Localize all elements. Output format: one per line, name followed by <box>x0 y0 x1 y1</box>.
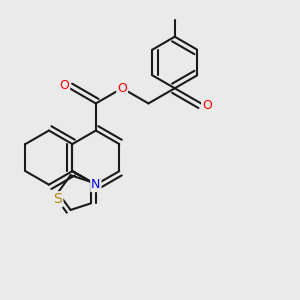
Text: O: O <box>59 79 69 92</box>
Text: O: O <box>202 99 212 112</box>
Text: S: S <box>54 192 62 206</box>
Text: O: O <box>117 82 127 95</box>
Text: N: N <box>91 178 101 191</box>
